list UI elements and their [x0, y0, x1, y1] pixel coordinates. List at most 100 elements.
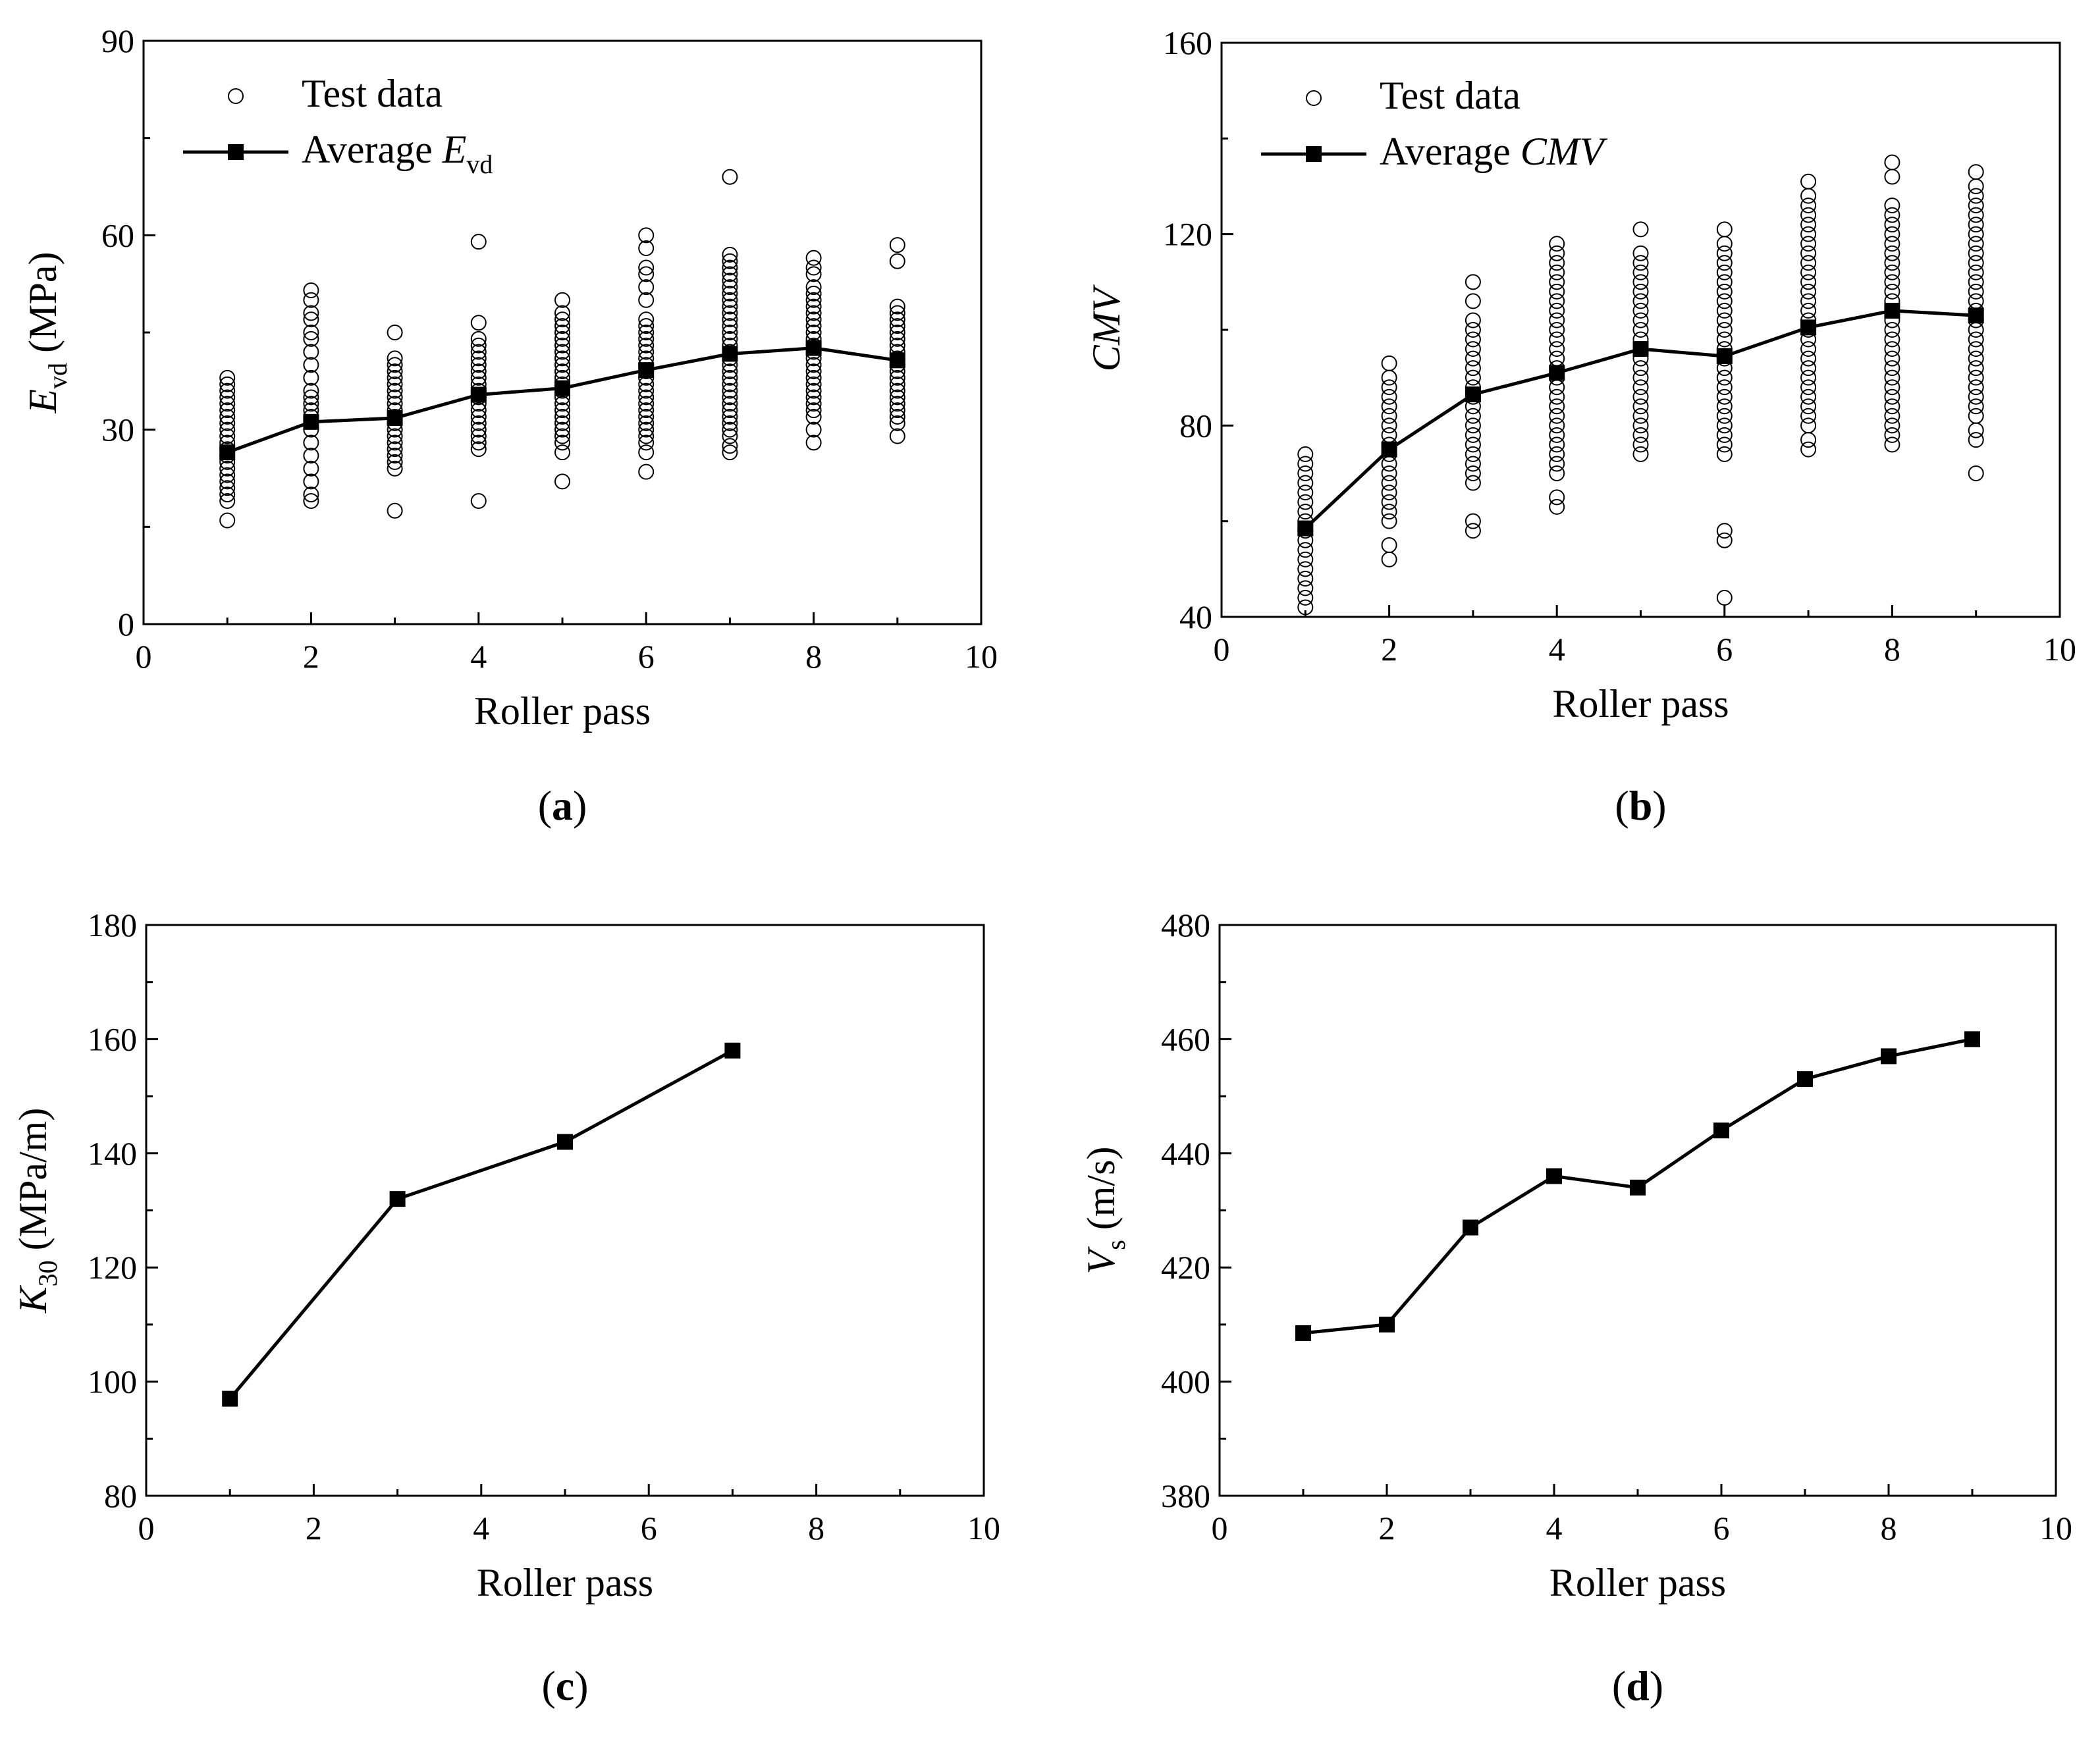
plot-frame	[142, 40, 983, 625]
test-data-point	[219, 408, 236, 425]
test-data-point	[387, 454, 403, 470]
test-data-point	[1297, 494, 1314, 510]
test-data-point	[638, 311, 655, 328]
test-data-point	[722, 169, 738, 185]
test-data-point	[387, 350, 403, 367]
test-data-point	[1968, 217, 1984, 233]
test-data-point	[1968, 331, 1984, 348]
test-data-point	[1968, 164, 1984, 180]
test-data-point	[1800, 379, 1817, 396]
test-data-point	[303, 305, 319, 321]
test-data-point	[1632, 221, 1649, 238]
test-data-point	[1632, 293, 1649, 309]
legend-label-average-var: CMV	[1521, 130, 1608, 173]
test-data-point	[554, 396, 570, 412]
test-data-point	[1968, 274, 1984, 290]
series-marker	[1549, 365, 1565, 381]
test-data-point	[303, 396, 319, 412]
panel-label-open: (	[1612, 1662, 1626, 1709]
test-data-point	[303, 344, 319, 360]
test-data-point	[1716, 446, 1733, 462]
test-data-point	[1884, 264, 1900, 280]
test-data-point	[1884, 226, 1900, 242]
test-data-point	[1800, 350, 1817, 367]
test-data-point	[1381, 485, 1397, 501]
y-axis-label-var: CMV	[1085, 284, 1128, 371]
panel-label-letter: d	[1626, 1662, 1650, 1709]
x-tick-label: 0	[138, 1510, 155, 1546]
test-data-point	[1381, 504, 1397, 520]
y-tick-label: 160	[1163, 24, 1212, 61]
test-data-point	[638, 279, 655, 296]
test-data-point	[638, 318, 655, 334]
test-data-point	[1632, 322, 1649, 338]
test-data-point	[1632, 283, 1649, 300]
test-data-point	[1632, 388, 1649, 405]
legend: Test data Average Evd	[183, 72, 493, 179]
test-data-point	[722, 311, 738, 328]
x-axis-label: Roller pass	[474, 689, 651, 733]
test-data-point	[470, 234, 487, 250]
chart-panel-d: 0 2 4 6 8 10 380 400 420 440 460 480 Roller pass Vs (…	[1079, 907, 2072, 1604]
test-data-point	[1297, 561, 1314, 577]
test-data-point	[805, 357, 822, 373]
test-data-point	[554, 318, 570, 334]
test-data-point	[1968, 207, 1984, 223]
test-data-point	[303, 492, 319, 509]
panel-label-close: )	[573, 782, 587, 829]
test-data-point	[554, 444, 570, 461]
test-data-point	[470, 369, 487, 386]
x-tick-label: 8	[805, 638, 822, 675]
test-data-point	[638, 421, 655, 438]
test-data-point	[1549, 274, 1565, 290]
test-data-point	[638, 389, 655, 406]
test-data-point	[1884, 245, 1900, 261]
x-tick-label: 6	[1716, 631, 1733, 668]
test-data-point	[1968, 188, 1984, 204]
test-data-point	[554, 408, 570, 425]
test-data-point	[1800, 188, 1817, 204]
test-data-point	[1549, 264, 1565, 280]
test-data-point	[1465, 475, 1481, 491]
test-data-point	[219, 492, 236, 509]
panel-label-close: )	[1652, 782, 1666, 829]
test-data-point	[1884, 408, 1900, 424]
x-tick-label: 4	[473, 1510, 489, 1546]
test-data-point	[1381, 417, 1397, 434]
test-data-point	[303, 369, 319, 386]
series-marker	[1632, 341, 1649, 357]
series-marker	[1964, 1031, 1980, 1047]
x-tick-label: 0	[136, 638, 152, 675]
x-tick-label: 6	[638, 638, 655, 675]
test-data-point	[889, 396, 905, 412]
test-data-point	[219, 402, 236, 419]
test-data-point	[1549, 255, 1565, 271]
test-data-point	[1465, 360, 1481, 377]
test-data-point	[1465, 274, 1481, 290]
test-data-point	[889, 428, 905, 444]
series-marker	[303, 413, 319, 430]
test-data-point	[1716, 408, 1733, 424]
test-data-point	[1716, 388, 1733, 405]
x-tick-label: 4	[1546, 1510, 1563, 1546]
test-data-point	[722, 298, 738, 315]
test-data-point	[1968, 341, 1984, 357]
test-data-point	[1632, 408, 1649, 424]
test-data-point	[722, 415, 738, 431]
series-marker	[1465, 386, 1481, 403]
test-data-point	[722, 444, 738, 461]
x-axis-label: Roller pass	[477, 1561, 653, 1604]
test-data-point	[470, 330, 487, 347]
test-data-point	[805, 325, 822, 340]
test-data-point	[1968, 379, 1984, 396]
legend-marker-symbol	[1306, 146, 1322, 162]
series-marker	[1295, 1325, 1311, 1341]
test-data-point	[219, 415, 236, 431]
test-data-point	[554, 325, 570, 340]
test-data-point	[554, 311, 570, 328]
panel-label-letter: a	[552, 782, 573, 829]
test-data-point	[805, 402, 822, 419]
test-data-point	[1465, 408, 1481, 424]
test-data-point	[1632, 427, 1649, 443]
test-data-point	[1716, 245, 1733, 261]
